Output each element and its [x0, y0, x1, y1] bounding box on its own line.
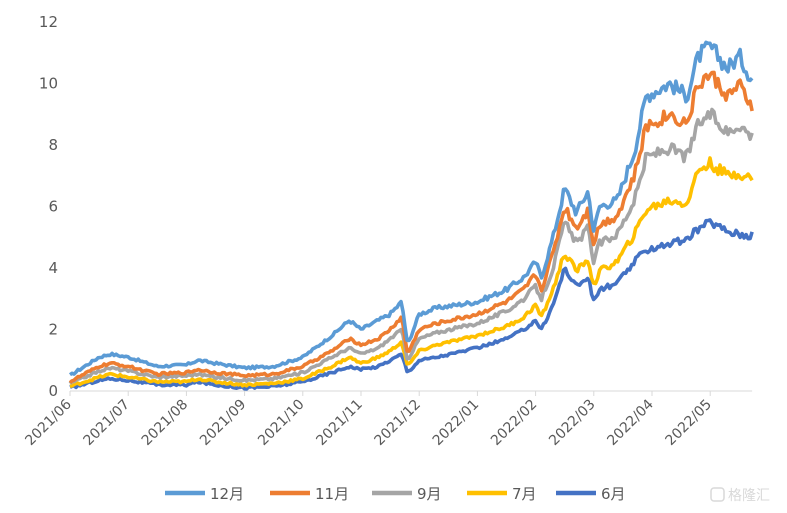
x-tick-label: 2021/07: [81, 397, 133, 449]
y-tick-label: 8: [48, 136, 58, 154]
watermark-logo-icon: [710, 487, 725, 502]
y-tick-label: 0: [48, 382, 58, 400]
x-tick-label: 2021/10: [255, 397, 307, 449]
series-line: [68, 70, 754, 385]
legend-label: 9月: [417, 485, 442, 503]
x-tick-label: 2021/12: [372, 397, 424, 449]
series-line: [68, 40, 754, 377]
y-tick-label: 2: [48, 321, 58, 339]
x-tick-label: 2022/04: [604, 396, 657, 449]
watermark-text: 格隆汇: [728, 488, 770, 504]
x-tick-label: 2022/05: [663, 397, 715, 449]
y-tick-label: 12: [39, 13, 58, 31]
watermark: 格隆汇: [710, 487, 770, 504]
x-tick-label: 2021/08: [139, 397, 191, 449]
y-tick-label: 10: [39, 75, 58, 93]
series-lines: [68, 40, 754, 391]
y-tick-label: 4: [48, 259, 58, 277]
x-tick-label: 2022/03: [546, 397, 598, 449]
x-tick-label: 2021/06: [22, 396, 75, 449]
x-tick-label: 2021/09: [197, 397, 249, 449]
x-tick-label: 2021/11: [313, 397, 365, 449]
series-line: [69, 156, 754, 388]
series-line: [69, 218, 754, 391]
series-line: [68, 107, 754, 385]
y-tick-label: 6: [48, 198, 58, 216]
x-tick-label: 2022/01: [430, 397, 482, 449]
legend: 12月 11月 9月 7月 6月: [165, 485, 626, 503]
y-axis: 0 2 4 6 8 10 12: [39, 13, 58, 400]
x-axis: 2021/06 2021/07 2021/08 2021/09 2021/10 2021/…: [22, 390, 753, 449]
x-tick-label: 2022/02: [488, 397, 540, 449]
legend-label: 7月: [512, 485, 537, 503]
legend-label: 6月: [601, 485, 626, 503]
legend-label: 11月: [315, 485, 349, 503]
legend-label: 12月: [210, 485, 244, 503]
